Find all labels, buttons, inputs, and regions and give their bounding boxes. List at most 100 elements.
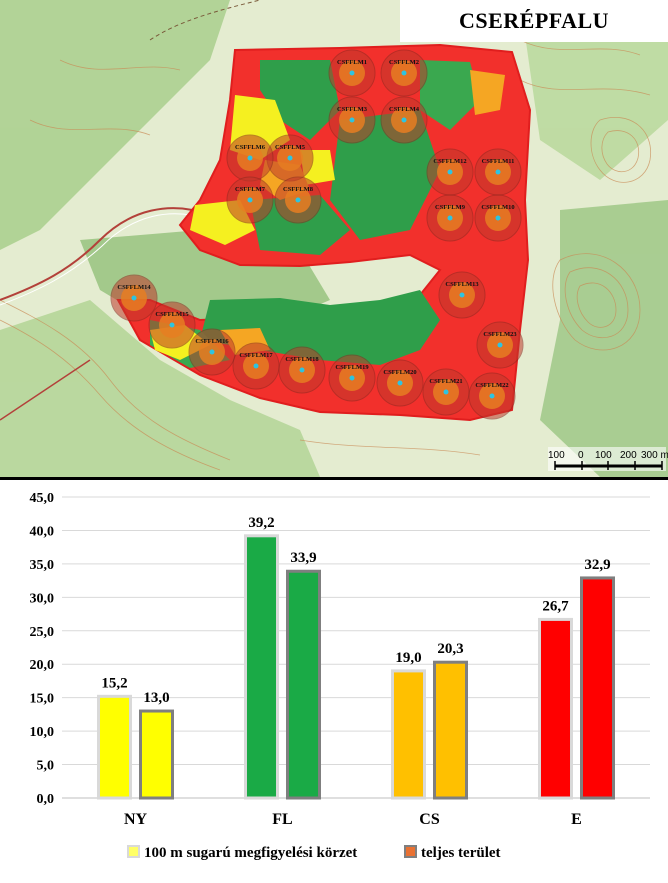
plot-center-point: [287, 155, 293, 161]
plot-label: CSFFLM15: [155, 311, 189, 318]
monitoring-plot: CSFFLM15: [148, 301, 196, 349]
legend-swatch: [404, 845, 417, 858]
plot-center-point: [349, 70, 355, 76]
data-label: 33,9: [290, 550, 316, 566]
plot-center-point: [349, 375, 355, 381]
legend-swatch: [127, 845, 140, 858]
map-title: CSERÉPFALU: [458, 8, 610, 33]
monitoring-plots: CSFFLM1 CSFFLM2 CSFFLM3 CSFFLM4 CSFFLM5 CSFFL…: [110, 49, 524, 420]
bar: [391, 669, 426, 800]
plot-label: CSFFLM10: [481, 204, 514, 211]
labels: 0,0 5,0 10,0 15,0 20,0 25,0 30,0 35,0 40,0 45,0 15…: [30, 491, 611, 828]
bar: [139, 709, 174, 800]
y-tick-label: 40,0: [30, 524, 55, 539]
plot-center-point: [447, 215, 453, 221]
plot-center-point: [447, 169, 453, 175]
plot-center-point: [497, 342, 503, 348]
bar: [433, 660, 468, 800]
monitoring-plot: CSFFLM21: [422, 368, 470, 416]
plot-label: CSFFLM6: [235, 144, 266, 151]
scale-label: 100: [595, 450, 612, 461]
title-box: CSERÉPFALU: [400, 0, 668, 42]
plot-label: CSFFLM20: [383, 369, 416, 376]
monitoring-plot: CSFFLM12: [426, 148, 474, 196]
bar: [244, 534, 279, 800]
plot-label: CSFFLM23: [483, 331, 517, 338]
scale-label: 300 m: [641, 450, 668, 461]
plot-label: CSFFLM1: [337, 59, 367, 66]
y-tick-label: 10,0: [30, 725, 55, 740]
plot-label: CSFFLM3: [337, 106, 368, 113]
plot-center-point: [401, 70, 407, 76]
scale-label: 200: [620, 450, 637, 461]
plot-label: CSFFLM2: [389, 59, 419, 66]
plot-label: CSFFLM21: [429, 378, 462, 385]
plot-center-point: [253, 363, 259, 369]
x-tick-label: NY: [124, 811, 148, 828]
plot-center-point: [247, 197, 253, 203]
monitoring-plot: CSFFLM22: [468, 372, 516, 420]
chart-panel: 0,0 5,0 10,0 15,0 20,0 25,0 30,0 35,0 40,0 45,0 15…: [0, 477, 668, 883]
plot-label: CSFFLM4: [389, 106, 420, 113]
plot-label: CSFFLM22: [475, 382, 508, 389]
y-tick-label: 5,0: [37, 759, 55, 774]
plot-center-point: [169, 322, 175, 328]
data-label: 39,2: [248, 515, 274, 531]
scale-bar: 100 0 100 200 300 m: [548, 447, 668, 471]
plot-center-point: [131, 295, 137, 301]
y-tick-label: 25,0: [30, 625, 55, 640]
y-tick-label: 35,0: [30, 558, 55, 573]
bar: [286, 569, 321, 800]
contour-lines: [0, 39, 652, 471]
monitoring-plot: CSFFLM1: [328, 49, 376, 97]
plot-label: CSFFLM19: [335, 364, 369, 371]
plot-label: CSFFLM16: [195, 338, 229, 345]
plot-label: CSFFLM11: [482, 158, 515, 165]
map-panel: CSFFLM1 CSFFLM2 CSFFLM3 CSFFLM4 CSFFLM5 CSFFL…: [0, 0, 668, 477]
plot-label: CSFFLM18: [285, 356, 319, 363]
monitoring-plot: CSFFLM5: [266, 134, 314, 182]
plot-label: CSFFLM8: [283, 186, 314, 193]
y-tick-label: 15,0: [30, 692, 55, 707]
y-tick-label: 20,0: [30, 658, 55, 673]
bar: [538, 617, 573, 800]
plot-center-point: [295, 197, 301, 203]
topographic-map: CSFFLM1 CSFFLM2 CSFFLM3 CSFFLM4 CSFFLM5 CSFFL…: [0, 0, 668, 477]
data-label: 20,3: [437, 641, 463, 657]
plot-center-point: [489, 393, 495, 399]
data-label: 32,9: [584, 557, 610, 573]
plot-label: CSFFLM13: [445, 281, 479, 288]
monitoring-plot: CSFFLM16: [188, 328, 236, 376]
plot-center-point: [495, 169, 501, 175]
monitoring-plot: CSFFLM10: [474, 194, 522, 242]
x-tick-label: FL: [272, 811, 292, 828]
plot-label: CSFFLM12: [433, 158, 466, 165]
data-label: 26,7: [542, 598, 569, 614]
monitoring-plot: CSFFLM4: [380, 96, 428, 144]
monitoring-plot: CSFFLM2: [380, 49, 428, 97]
y-tick-label: 45,0: [30, 491, 55, 506]
y-tick-label: 0,0: [37, 792, 55, 807]
plot-label: CSFFLM14: [117, 284, 151, 291]
monitoring-plot: CSFFLM17: [232, 342, 280, 390]
bar: [580, 576, 615, 800]
plot-center-point: [247, 155, 253, 161]
legend: 100 m sugarú megfigyelési körzet teljes t…: [127, 845, 501, 861]
monitoring-plot: CSFFLM8: [274, 176, 322, 224]
data-label: 15,2: [101, 675, 127, 691]
scale-label: 100: [548, 450, 565, 461]
plot-label: CSFFLM17: [239, 352, 273, 359]
plot-label: CSFFLM9: [435, 204, 466, 211]
monitoring-plot: CSFFLM19: [328, 354, 376, 402]
monitoring-plot: CSFFLM9: [426, 194, 474, 242]
monitoring-plot: CSFFLM14: [110, 274, 158, 322]
plot-center-point: [299, 367, 305, 373]
plot-center-point: [495, 215, 501, 221]
monitoring-plot: CSFFLM20: [376, 359, 424, 407]
plot-center-point: [397, 380, 403, 386]
plot-center-point: [209, 349, 215, 355]
plot-label: CSFFLM5: [275, 144, 306, 151]
plot-center-point: [443, 389, 449, 395]
plot-center-point: [349, 117, 355, 123]
monitoring-plot: CSFFLM13: [438, 271, 486, 319]
